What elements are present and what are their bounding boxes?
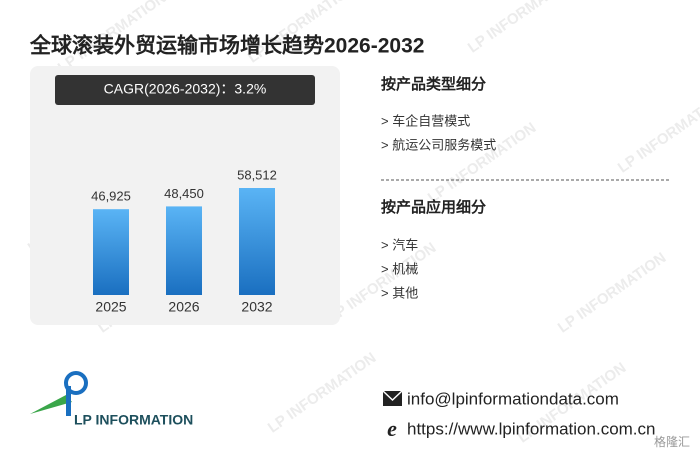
cagr-box [55, 75, 315, 105]
segment-heading: 按产品应用细分 [381, 198, 486, 216]
badge: 格隆汇 [654, 434, 690, 449]
watermark: LP INFORMATION [615, 89, 700, 176]
watermark: LP INFORMATION [265, 349, 379, 436]
segment-heading: 按产品类型细分 [381, 75, 486, 93]
web-icon: e [387, 416, 397, 441]
cagr-label: CAGR(2026-2032)：3.2% [104, 81, 267, 97]
email: info@lpinformationdata.com [407, 389, 619, 408]
x-tick-label: 2026 [168, 299, 199, 315]
logo-swoosh [30, 395, 72, 414]
segment-item: > 汽车 [381, 237, 418, 252]
watermark: LP INFORMATION [425, 119, 539, 206]
value-label: 48,450 [164, 186, 204, 201]
segment-item: > 车企自营模式 [381, 113, 470, 128]
value-label: 58,512 [237, 167, 277, 182]
website: https://www.lpinformation.com.cn [407, 419, 655, 438]
segment-item: > 其他 [381, 285, 418, 300]
bar-chart: 46,925 2025 48,450 2026 58,512 2032 [91, 167, 277, 314]
title: 全球滚装外贸运输市场增长趋势2026-2032 [29, 34, 424, 58]
x-tick-label: 2025 [95, 299, 126, 315]
mail-icon-flap [382, 390, 403, 402]
logo-ring [64, 371, 88, 395]
x-tick-label: 2032 [241, 299, 272, 315]
watermark: LP INFORMATION [555, 249, 669, 336]
watermark: LP INFORMATION [465, 0, 579, 57]
bar [166, 206, 202, 295]
segment-item: > 机械 [381, 261, 418, 276]
value-label: 46,925 [91, 189, 131, 204]
bar [239, 188, 275, 295]
bar [93, 209, 129, 295]
segment-item: > 航运公司服务模式 [381, 137, 496, 152]
logo-bar [66, 386, 71, 416]
logo-text: LP INFORMATION [74, 412, 193, 428]
